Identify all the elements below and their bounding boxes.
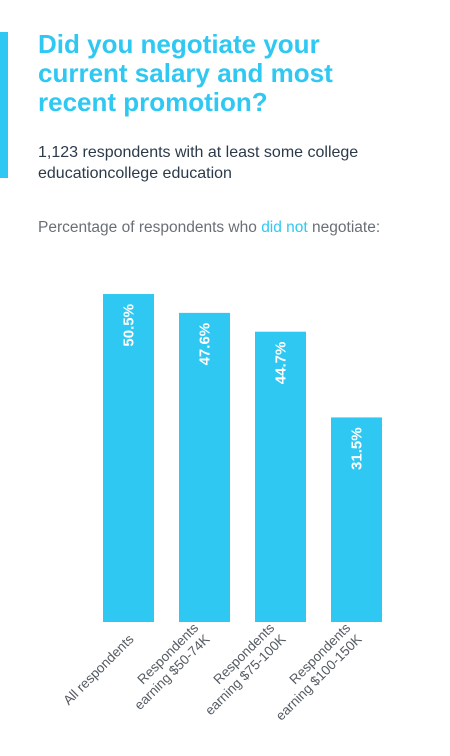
chart-title-line: current salary and most <box>38 58 333 88</box>
category-tick-label: Respondentsearning $75-100K <box>191 620 289 718</box>
category-tick-line: All respondents <box>60 631 137 708</box>
bar <box>331 417 382 622</box>
caption-text: Percentage of respondents who <box>38 219 262 236</box>
bar <box>103 294 154 622</box>
chart-subtitle-line: 1,123 respondents with at least some col… <box>38 144 359 161</box>
bar <box>255 331 306 622</box>
chart-subtitle: 1,123 respondents with at least some col… <box>38 142 438 184</box>
bar-value-label: 47.6% <box>197 323 214 366</box>
chart-title-line: recent promotion? <box>38 87 268 117</box>
chart-title: Did you negotiate your current salary an… <box>38 30 438 117</box>
category-tick-label: Respondentsearning $50-74K <box>120 620 213 713</box>
bar-value-label: 31.5% <box>349 427 366 470</box>
bar <box>179 312 230 622</box>
bar-value-label: 50.5% <box>121 304 138 347</box>
bar-value-label: 44.7% <box>273 342 290 385</box>
chart-title-line: Did you negotiate your <box>38 29 320 59</box>
accent-bar <box>0 32 8 178</box>
category-tick-label: All respondents <box>60 631 137 708</box>
chart-caption: Percentage of respondents who did not ne… <box>38 218 443 238</box>
caption-highlight: did not <box>261 219 308 236</box>
chart-subtitle-line: educationcollege education <box>38 165 232 182</box>
caption-text-end: negotiate: <box>307 219 381 236</box>
